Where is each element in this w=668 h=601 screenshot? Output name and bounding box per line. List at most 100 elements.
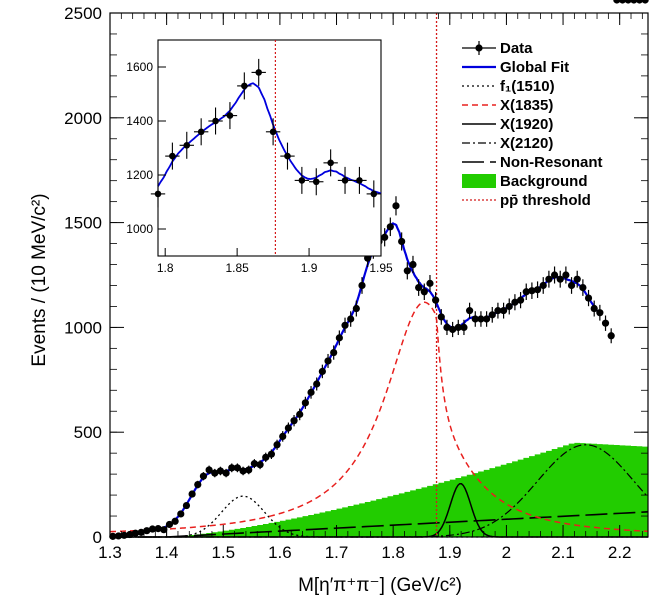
data-point — [109, 532, 117, 540]
data-point — [256, 461, 264, 469]
data-point — [471, 315, 479, 323]
legend-label: Background — [500, 173, 588, 190]
inset-data-point — [269, 128, 277, 136]
legend-label: Data — [500, 40, 533, 57]
data-point — [550, 271, 559, 279]
data-point — [250, 460, 259, 468]
data-point — [267, 450, 275, 458]
inset-data-point — [226, 112, 234, 119]
inset-data-point — [370, 190, 378, 198]
y-tick-label: 2000 — [64, 109, 102, 128]
data-point — [245, 466, 253, 474]
data-point — [505, 302, 513, 311]
y-tick-label: 500 — [74, 423, 102, 442]
x-tick-label: 2 — [502, 543, 511, 562]
legend-label: X(2120) — [500, 135, 553, 152]
data-point — [188, 490, 196, 498]
data-point — [516, 296, 525, 304]
data-point — [437, 313, 445, 321]
x-tick-label: 2.2 — [608, 543, 632, 562]
inset-y-tick-label: 1600 — [126, 60, 153, 74]
data-point — [443, 323, 451, 331]
inset-x-tick-label: 1.85 — [225, 261, 249, 275]
data-point — [573, 275, 581, 283]
data-point — [216, 467, 225, 475]
data-point — [499, 307, 508, 315]
data-point — [137, 528, 145, 536]
y-tick-label: 1000 — [64, 318, 102, 337]
data-point — [290, 417, 298, 425]
data-point — [454, 323, 462, 331]
inset-data-point — [255, 69, 263, 76]
data-point — [307, 388, 315, 396]
data-point — [415, 283, 423, 292]
data-point — [239, 467, 247, 475]
inset-x-tick-label: 1.8 — [157, 261, 174, 275]
data-point — [449, 325, 457, 334]
data-point — [466, 307, 474, 315]
legend: Data Global Fit f₁(1510) X(1835) X(1920) X(21… — [462, 40, 603, 209]
data-point — [284, 424, 292, 432]
data-point — [313, 380, 321, 388]
inset-global-fit-curve — [157, 82, 382, 195]
data-point — [596, 309, 604, 317]
data-point — [511, 298, 519, 306]
data-point — [426, 279, 434, 287]
x-tick-label: 2.1 — [551, 543, 575, 562]
data-point — [233, 464, 242, 472]
data-point — [222, 469, 230, 477]
data-point — [296, 410, 304, 418]
data-point — [477, 315, 485, 323]
x-tick-label: 1.6 — [268, 543, 292, 562]
data-point — [177, 510, 185, 518]
data-point — [330, 348, 338, 357]
background-histogram — [110, 442, 648, 537]
f1-1510-curve — [110, 495, 648, 538]
data-point — [590, 304, 598, 313]
x1835-curve — [109, 301, 649, 533]
data-point — [182, 501, 191, 510]
inset-y-tick-label: 1400 — [126, 114, 153, 128]
x-axis-title: M[η′π⁺π⁻] (GeV/c²) — [298, 575, 462, 596]
data-point — [624, 0, 632, 4]
inset-data-point — [312, 178, 320, 186]
data-point — [460, 323, 468, 331]
inset-data-point — [284, 152, 291, 160]
legend-label: f₁(1510) — [500, 78, 555, 95]
data-point — [635, 0, 644, 4]
data-point — [199, 472, 208, 480]
data-point — [567, 281, 576, 290]
y-tick-label: 0 — [93, 528, 102, 547]
data-point — [324, 357, 332, 365]
data-point — [341, 321, 349, 329]
legend-label: Non-Resonant — [500, 154, 603, 171]
inset-data-point — [327, 159, 334, 167]
data-point — [335, 334, 343, 342]
inset-data-point — [241, 82, 248, 90]
data-point — [528, 287, 536, 295]
data-point — [154, 525, 162, 533]
data-point — [398, 237, 406, 246]
data-point — [420, 288, 428, 296]
data-point — [545, 275, 553, 283]
legend-label: Global Fit — [500, 59, 569, 76]
plot-frame — [109, 12, 649, 538]
legend-swatch-data-point — [475, 44, 483, 52]
data-point — [148, 525, 157, 533]
data-point — [630, 0, 638, 4]
inset-data-point — [356, 177, 363, 184]
inset-data-point — [169, 152, 176, 160]
inset-data-point — [212, 117, 219, 125]
data-point — [403, 267, 411, 275]
y-axis-title: Events / (10 MeV/c²) — [29, 193, 50, 366]
data-point — [618, 0, 627, 4]
data-point — [613, 0, 621, 4]
x-tick-label: 1.7 — [325, 543, 349, 562]
data-point — [358, 281, 366, 290]
data-point — [584, 294, 593, 302]
data-point — [262, 453, 270, 461]
data-point — [579, 283, 587, 292]
data-point — [165, 520, 174, 529]
legend-label: pp̄ threshold — [500, 192, 591, 209]
inset-y-tick-label: 1200 — [126, 168, 153, 182]
